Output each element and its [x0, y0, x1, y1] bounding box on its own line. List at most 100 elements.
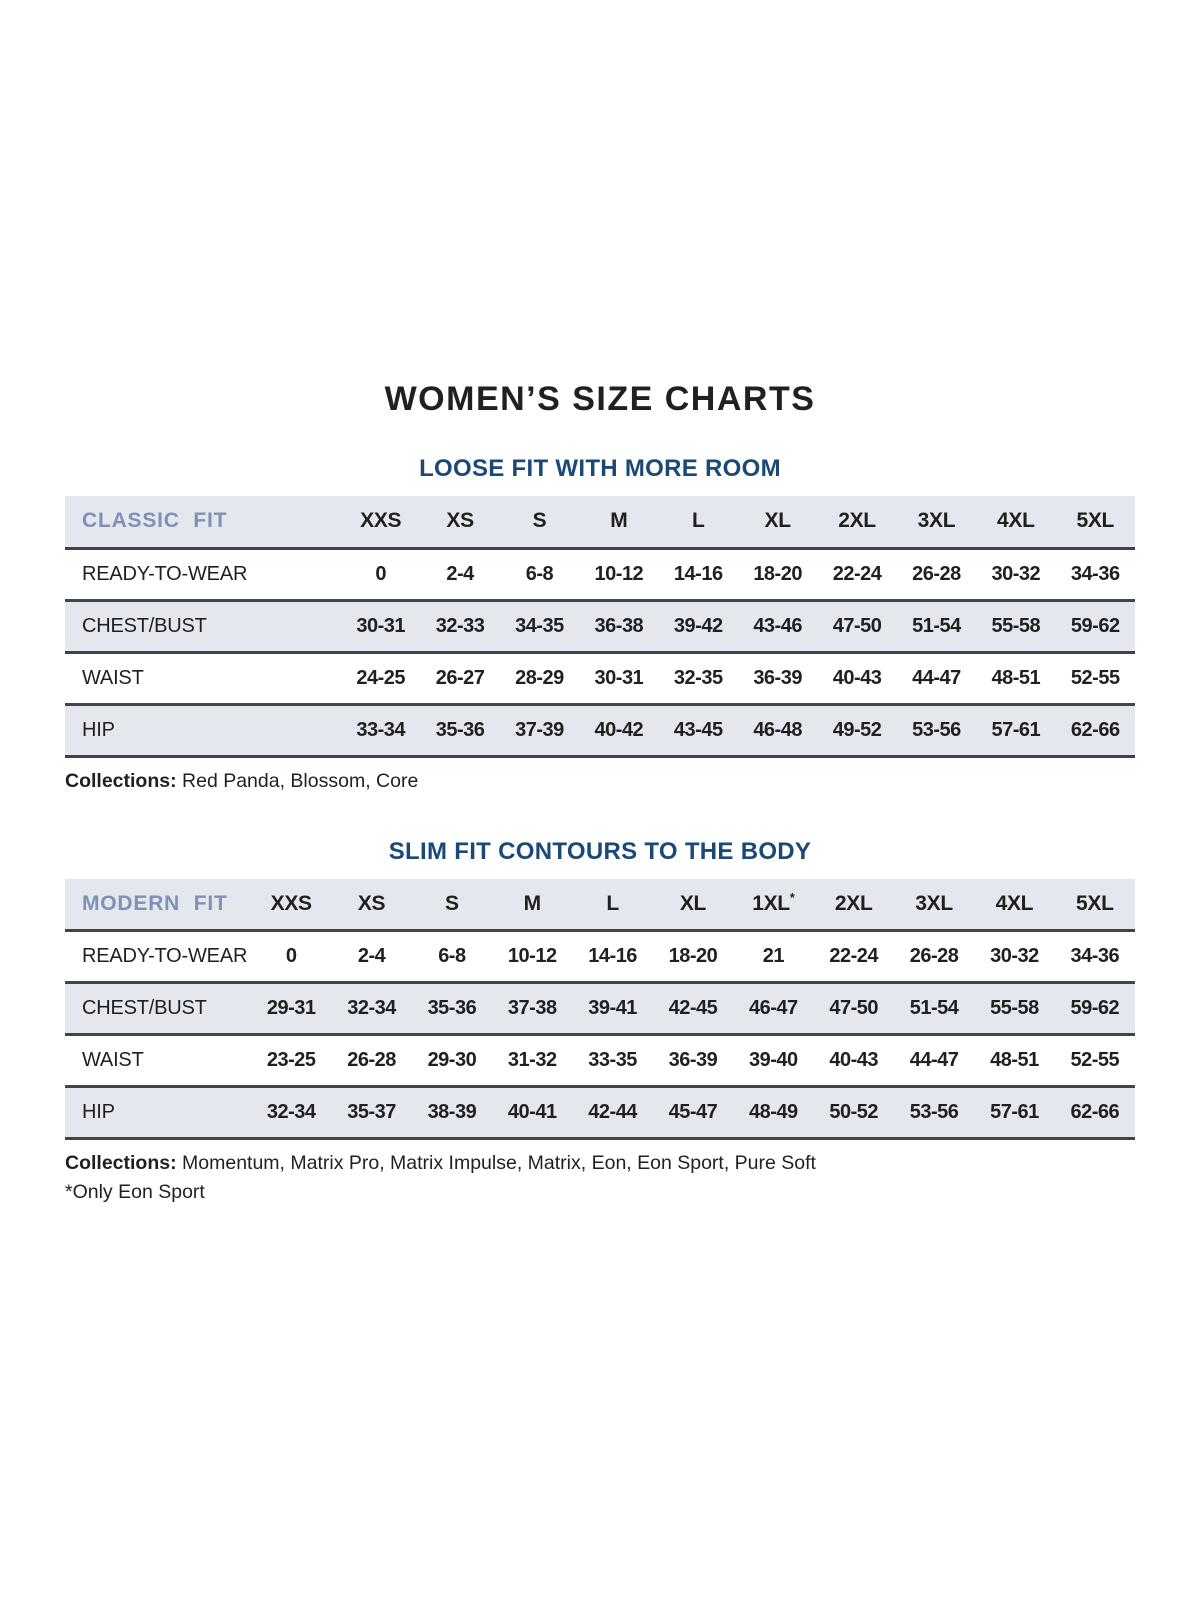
size-value-cell: 39-40: [733, 1034, 814, 1089]
size-value-cell: 36-39: [737, 652, 818, 706]
table-row: HIP 32-34 35-37 38-39 40-41 42-44 45-47 48-49 50…: [65, 1086, 1135, 1141]
classic-collections-note: Collections: Red Panda, Blossom, Core: [65, 768, 1135, 794]
size-value-cell: 29-31: [251, 982, 332, 1037]
size-value-cell: 2-4: [331, 930, 412, 985]
size-value-cell: 50-52: [813, 1086, 894, 1141]
slim-fit-heading: SLIM FIT CONTOURS TO THE BODY: [388, 837, 812, 865]
size-column-header: 4XL: [974, 878, 1055, 933]
size-value-cell: 34-36: [1055, 548, 1135, 602]
size-value-cell: 40-42: [579, 704, 659, 758]
collections-label: Collections:: [65, 769, 177, 792]
collections-label: Collections:: [65, 1152, 177, 1175]
size-value-cell: 29-30: [411, 1034, 493, 1089]
size-value-cell: 62-66: [1055, 704, 1135, 758]
size-column-header: L: [658, 496, 738, 550]
size-value-cell: 55-58: [974, 982, 1055, 1037]
modern-collections-note: Collections: Momentum, Matrix Pro, Matri…: [65, 1150, 1135, 1176]
size-value-cell: 18-20: [737, 548, 818, 602]
size-value-cell: 51-54: [896, 600, 977, 654]
size-value-cell: 2-4: [420, 548, 500, 602]
row-label: READY-TO-WEAR: [65, 930, 251, 985]
size-column-header: 2XL: [813, 878, 894, 933]
size-value-cell: 31-32: [492, 1034, 573, 1089]
size-value-cell: 40-41: [492, 1086, 573, 1141]
classic-fit-table: CLASSIC FIT XXS XS S M L XL 2XL 3XL 4XL 5XL READY-T…: [65, 496, 1135, 758]
size-value-cell: 30-32: [976, 548, 1056, 602]
size-column-header: XL: [652, 878, 734, 933]
size-value-cell: 36-38: [579, 600, 659, 654]
size-chart-page: WOMEN’S SIZE CHARTS LOOSE FIT WITH MORE …: [65, 380, 1135, 1205]
section-slim-fit: SLIM FIT CONTOURS TO THE BODY MODERN FIT…: [65, 837, 1135, 1205]
asterisk-footnote: *Only Eon Sport: [65, 1180, 205, 1203]
size-value-cell: 32-34: [251, 1086, 332, 1141]
row-label: HIP: [65, 704, 341, 758]
size-column-header: M: [492, 878, 573, 933]
size-value-cell: 35-37: [331, 1086, 412, 1141]
size-value-cell: 21: [733, 930, 814, 985]
table-row: READY-TO-WEAR 0 2-4 6-8 10-12 14-16 18-20 21 22-…: [65, 930, 1135, 985]
size-value-cell: 23-25: [251, 1034, 332, 1089]
size-value-cell: 51-54: [893, 982, 975, 1037]
size-value-cell: 36-39: [652, 1034, 734, 1089]
size-value-cell: 32-35: [658, 652, 738, 706]
size-value-cell: 33-34: [341, 704, 421, 758]
size-value-cell: 35-36: [420, 704, 500, 758]
size-column-header: L: [572, 878, 653, 933]
size-column-header: 4XL: [976, 496, 1056, 550]
page-title: WOMEN’S SIZE CHARTS: [384, 380, 816, 418]
size-value-cell: 42-44: [572, 1086, 653, 1141]
size-value-cell: 52-55: [1054, 1034, 1135, 1089]
fit-label: MODERN FIT: [65, 878, 251, 933]
size-column-header: 3XL: [896, 496, 977, 550]
size-column-header: 3XL: [893, 878, 975, 933]
size-value-cell: 53-56: [896, 704, 977, 758]
size-column-header: 5XL: [1054, 878, 1135, 933]
size-value-cell: 28-29: [499, 652, 580, 706]
size-column-header: XS: [420, 496, 500, 550]
table-row: CHEST/BUST 29-31 32-34 35-36 37-38 39-41 42-45…: [65, 982, 1135, 1037]
size-value-cell: 46-47: [733, 982, 814, 1037]
row-label: CHEST/BUST: [65, 600, 341, 654]
table-row: CHEST/BUST 30-31 32-33 34-35 36-38 39-42 43-46…: [65, 600, 1135, 654]
size-value-cell: 24-25: [341, 652, 421, 706]
size-value-cell: 57-61: [974, 1086, 1055, 1141]
size-column-header: M: [579, 496, 659, 550]
size-value-cell: 45-47: [652, 1086, 734, 1141]
size-value-cell: 14-16: [658, 548, 738, 602]
size-value-cell: 32-33: [420, 600, 500, 654]
size-value-cell: 38-39: [411, 1086, 493, 1141]
size-value-cell: 14-16: [572, 930, 653, 985]
size-value-cell: 34-35: [499, 600, 580, 654]
size-value-cell: 42-45: [652, 982, 734, 1037]
size-value-cell: 39-41: [572, 982, 653, 1037]
row-label: WAIST: [65, 652, 341, 706]
size-value-cell: 10-12: [492, 930, 573, 985]
size-value-cell: 30-31: [341, 600, 421, 654]
table-row: HIP 33-34 35-36 37-39 40-42 43-45 46-48 49-52 53…: [65, 704, 1135, 758]
size-value-cell: 53-56: [893, 1086, 975, 1141]
size-value-cell: 46-48: [737, 704, 818, 758]
size-column-header: 1XL*: [733, 878, 814, 933]
size-value-cell: 0: [251, 930, 332, 985]
size-value-cell: 48-49: [733, 1086, 814, 1141]
size-value-cell: 6-8: [411, 930, 493, 985]
collections-list: Red Panda, Blossom, Core: [176, 769, 419, 792]
size-value-cell: 40-43: [813, 1034, 894, 1089]
size-value-cell: 49-52: [817, 704, 897, 758]
size-column-header: XL: [737, 496, 818, 550]
size-value-cell: 30-32: [974, 930, 1055, 985]
row-label: CHEST/BUST: [65, 982, 251, 1037]
row-label: WAIST: [65, 1034, 251, 1089]
modern-fit-table: MODERN FIT XXS XS S M L XL 1XL* 2XL 3XL 4XL 5XL READ…: [65, 878, 1135, 1141]
size-value-cell: 10-12: [579, 548, 659, 602]
size-value-cell: 26-27: [420, 652, 500, 706]
size-value-cell: 18-20: [652, 930, 734, 985]
size-value-cell: 40-43: [817, 652, 897, 706]
table-header-row: MODERN FIT XXS XS S M L XL 1XL* 2XL 3XL 4XL 5XL: [65, 878, 1135, 933]
section-loose-fit: LOOSE FIT WITH MORE ROOM CLASSIC FIT XXS X…: [65, 457, 1135, 794]
size-value-cell: 33-35: [572, 1034, 653, 1089]
collections-list: Momentum, Matrix Pro, Matrix Impulse, Ma…: [176, 1152, 816, 1175]
size-value-cell: 37-38: [492, 982, 573, 1037]
size-value-cell: 43-45: [658, 704, 738, 758]
size-value-cell: 26-28: [896, 548, 977, 602]
